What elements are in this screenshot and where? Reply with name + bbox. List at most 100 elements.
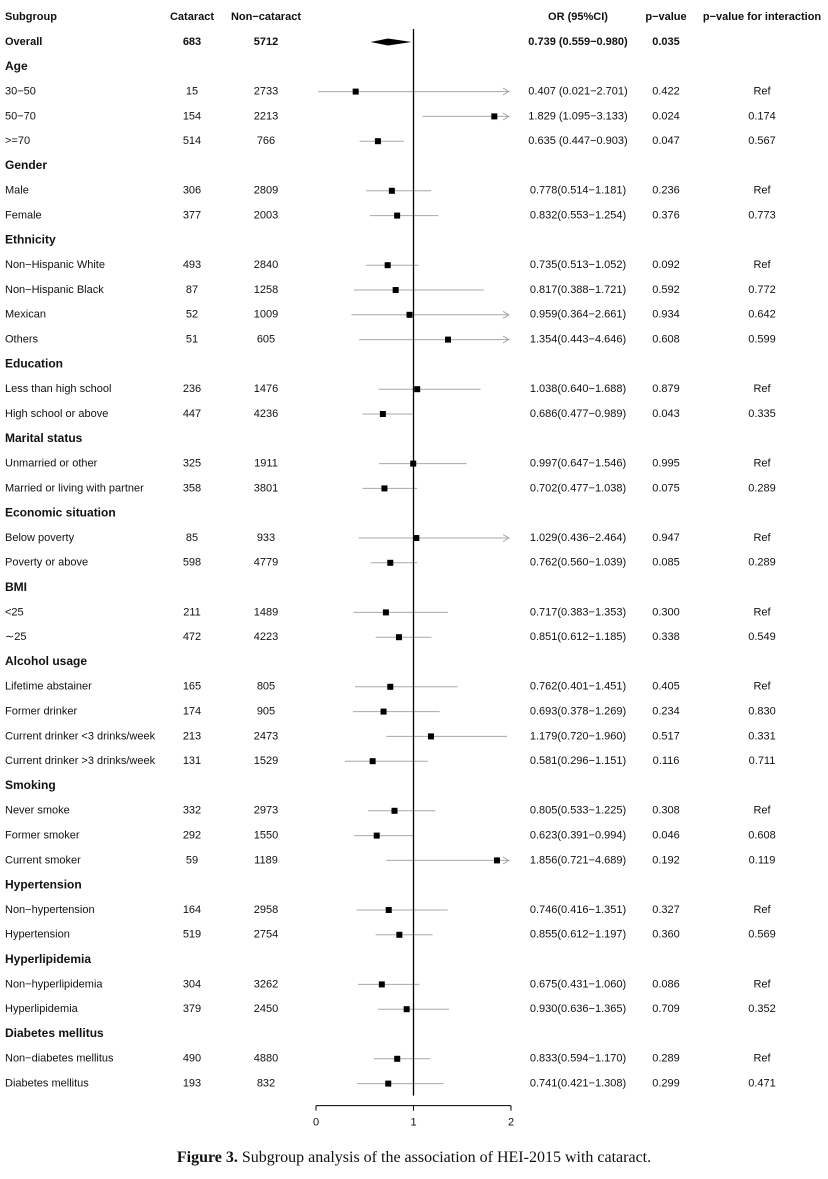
p-interaction-value: Ref	[753, 185, 771, 197]
p-interaction-value: 0.642	[748, 309, 776, 321]
or-ci-value: 0.959(0.364−2.661)	[530, 309, 626, 321]
subgroup-label: 30−50	[5, 86, 36, 98]
p-value: 0.592	[652, 284, 680, 296]
p-value: 0.299	[652, 1078, 680, 1090]
non-cataract-count: 1258	[254, 284, 278, 296]
subgroup-label: Non−Hispanic White	[5, 259, 105, 271]
p-interaction-value: Ref	[753, 805, 771, 817]
non-cataract-count: 1911	[254, 458, 278, 470]
non-cataract-count: 2473	[254, 730, 278, 742]
non-cataract-count: 1550	[254, 830, 278, 842]
p-value: 0.879	[652, 383, 680, 395]
cataract-count: 377	[183, 210, 201, 222]
point-estimate	[352, 88, 359, 95]
header-cataract: Cataract	[170, 11, 214, 23]
p-interaction-value: Ref	[753, 86, 771, 98]
subgroup-label: Non−hyperlipidemia	[5, 978, 103, 990]
p-interaction-value: 0.711	[749, 755, 776, 767]
subgroup-label: Less than high school	[5, 383, 111, 395]
cataract-count: 52	[186, 309, 198, 321]
point-estimate	[379, 411, 386, 417]
or-ci-value: 1.856(0.721−4.689)	[530, 854, 626, 866]
or-ci-value: 0.702(0.477−1.038)	[530, 482, 626, 494]
cataract-count: 85	[186, 532, 198, 544]
subgroup-label: Former drinker	[5, 706, 77, 718]
cataract-count: 165	[183, 681, 201, 693]
p-interaction-value: 0.289	[748, 557, 776, 569]
non-cataract-count: 2809	[254, 185, 278, 197]
forest-plot: Subgroup Cataract Non−cataract OR (95%CI) p−…	[5, 11, 822, 1129]
p-interaction-value: 0.352	[748, 1003, 776, 1015]
non-cataract-count: 2003	[254, 210, 278, 222]
subgroup-label: Below poverty	[5, 532, 75, 544]
group-heading: Marital status	[5, 431, 83, 445]
point-estimate	[381, 485, 388, 492]
point-estimate	[384, 262, 391, 269]
p-value: 0.289	[652, 1053, 680, 1065]
p-value: 0.947	[652, 532, 680, 544]
subgroup-label: Current drinker >3 drinks/week	[5, 755, 156, 767]
point-estimate	[396, 931, 403, 938]
ci-arrow	[502, 112, 510, 121]
point-estimate	[414, 386, 421, 393]
p-value: 0.422	[652, 86, 680, 98]
ci-arrow	[502, 87, 510, 96]
subgroup-label: >=70	[5, 135, 30, 147]
cataract-count: 213	[183, 730, 201, 742]
subgroup-label: Male	[5, 185, 29, 197]
group-heading: Economic situation	[5, 505, 116, 519]
cataract-count: 332	[183, 805, 201, 817]
point-estimate	[445, 336, 452, 343]
group-heading: Hyperlipidemia	[5, 952, 91, 966]
x-tick-label: 0	[313, 1117, 319, 1129]
p-interaction-value: 0.331	[748, 730, 776, 742]
cataract-count: 358	[183, 482, 201, 494]
p-interaction-value: Ref	[753, 383, 771, 395]
p-value: 0.192	[652, 854, 680, 866]
non-cataract-count: 4880	[254, 1053, 278, 1065]
ci-arrow	[502, 335, 510, 344]
subgroup-label: Current drinker <3 drinks/week	[5, 730, 156, 742]
or-ci-value: 0.741(0.421−1.308)	[530, 1078, 626, 1090]
non-cataract-count: 2958	[254, 904, 278, 916]
or-ci-value: 1.829 (1.095−3.133)	[528, 110, 627, 122]
point-estimate	[387, 683, 394, 690]
p-interaction-value: 0.289	[748, 482, 776, 494]
ci-arrow	[502, 534, 510, 542]
p-value: 0.035	[652, 36, 680, 48]
subgroup-label: Hypertension	[5, 929, 70, 941]
point-estimate	[369, 758, 376, 765]
group-heading: Alcohol usage	[5, 654, 87, 668]
point-estimate	[493, 857, 500, 864]
cataract-count: 304	[183, 978, 201, 990]
p-value: 0.934	[652, 309, 680, 321]
or-ci-value: 0.693(0.378−1.269)	[530, 706, 626, 718]
subgroup-label: Diabetes mellitus	[5, 1078, 89, 1090]
point-estimate	[391, 807, 398, 814]
caption-text: Subgroup analysis of the association of …	[237, 1149, 652, 1166]
subgroup-label: Hyperlipidemia	[5, 1003, 79, 1015]
non-cataract-count: 5712	[254, 36, 278, 48]
non-cataract-count: 2840	[254, 259, 278, 271]
or-ci-value: 0.805(0.533−1.225)	[530, 805, 626, 817]
point-estimate	[392, 287, 399, 293]
p-value: 0.327	[652, 904, 680, 916]
or-ci-value: 0.717(0.383−1.353)	[530, 606, 626, 618]
non-cataract-count: 2213	[254, 110, 278, 122]
non-cataract-count: 1009	[254, 309, 278, 321]
point-estimate	[385, 907, 392, 913]
or-ci-value: 0.581(0.296−1.151)	[530, 755, 626, 767]
p-interaction-value: Ref	[753, 606, 771, 618]
subgroup-label: Unmarried or other	[5, 458, 98, 470]
cataract-count: 193	[183, 1078, 201, 1090]
subgroup-label: Non−diabetes mellitus	[5, 1053, 114, 1065]
non-cataract-count: 4223	[254, 631, 278, 643]
or-ci-value: 0.778(0.514−1.181)	[530, 185, 626, 197]
or-ci-value: 0.635 (0.447−0.903)	[528, 135, 627, 147]
p-value: 0.308	[652, 805, 680, 817]
overall-label: Overall	[5, 36, 42, 48]
point-estimate	[380, 708, 387, 715]
or-ci-value: 1.029(0.436−2.464)	[530, 532, 626, 544]
header-p-interaction: p−value for interaction	[703, 11, 822, 23]
or-ci-value: 1.179(0.720−1.960)	[530, 730, 626, 742]
